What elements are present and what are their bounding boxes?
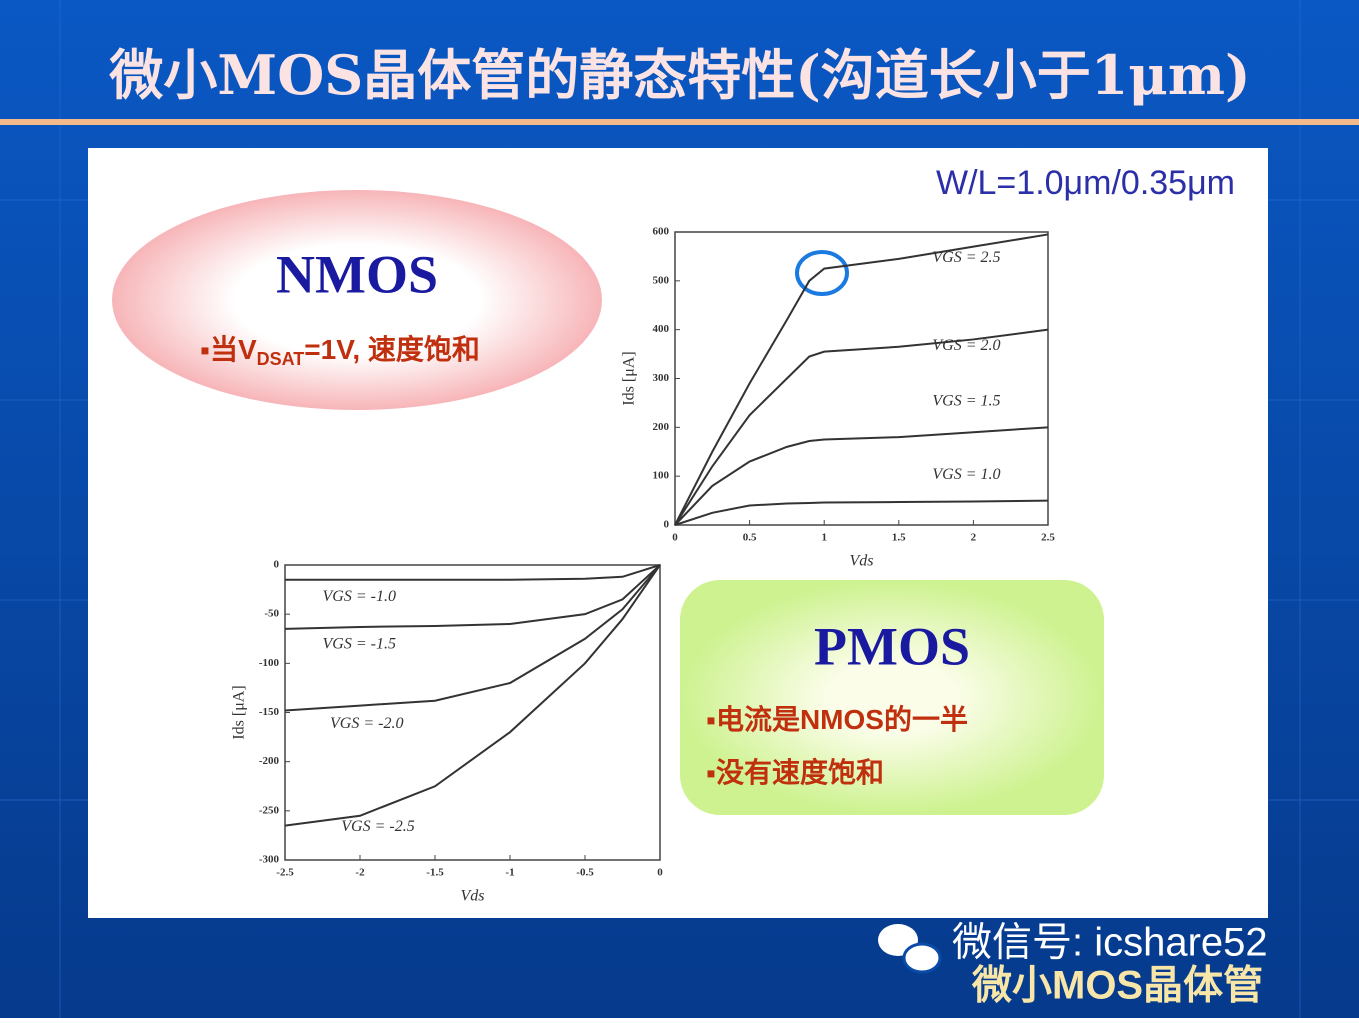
series-label: VGS = -2.5 [341,818,414,835]
y-tick-label: 400 [653,323,670,335]
y-tick-label: -300 [259,854,280,866]
bullet-text: 没有速度饱和 [716,757,884,788]
series-line [284,564,661,712]
nmos-heading: NMOS [276,244,438,304]
y-tick-label: -100 [259,657,280,669]
y-tick-label: -150 [259,706,280,718]
y-tick-label: 300 [653,372,670,384]
bullet-text: 电流是NMOS的一半 [716,703,968,735]
x-axis-label: Vds [461,888,485,905]
x-tick-label: -1.5 [426,867,444,879]
y-tick-label: 0 [274,559,280,571]
x-tick-label: 2.5 [1041,532,1055,544]
y-tick-label: 100 [653,470,670,482]
x-tick-label: 0.5 [743,532,757,544]
nmos-bullet: ▪当VDSAT=1V, 速度饱和 [200,334,480,368]
y-tick-label: 0 [664,519,670,531]
y-tick-label: -200 [259,755,280,767]
x-tick-label: -0.5 [576,867,594,879]
series-line [285,564,661,581]
y-axis-label: Ids [μA] [621,351,638,405]
y-tick-label: 600 [653,226,670,238]
watermark-id: 微信号: icshare52 [952,921,1268,965]
watermark-name: 微小MOS晶体管 [971,964,1263,1008]
series-label: VGS = -2.0 [330,715,403,732]
series-line [674,328,1049,526]
series-label: VGS = -1.5 [323,635,396,652]
series-line [284,564,661,827]
y-tick-label: 200 [653,421,670,433]
ratio-label: W/L=1.0μm/0.35μm [936,164,1235,202]
bullet-post: =1V, 速度饱和 [304,334,480,365]
y-tick-label: -50 [264,608,279,620]
series-label: VGS = 2.0 [932,337,1000,354]
x-tick-label: 0 [672,532,678,544]
x-tick-label: 2 [971,532,977,544]
series-line [674,233,1049,526]
series-line [674,499,1049,526]
x-tick-label: 1 [821,532,827,544]
x-axis-label: Vds [850,553,874,570]
nmos-bubble [112,190,602,410]
bullet-pre: 当V [210,334,257,365]
x-tick-label: 0 [657,867,663,879]
x-tick-label: -2 [355,867,365,879]
chart: 0 0.5 1 1.5 2 2.5 0 100 200 300 400 500 600 Vds Ids [μ… [621,226,1056,570]
pmos-heading: PMOS [814,616,970,676]
series-label: VGS = 2.5 [932,249,1000,266]
y-tick-label: 500 [653,274,670,286]
chart: -2.5 -2 -1.5 -1 -0.5 0 -300 -250 -200 -150 -100 -50… [231,559,664,905]
wechat-icon [878,924,942,974]
bullet-sub: DSAT [257,349,305,369]
pmos-bullet: ▪没有速度饱和 [706,757,884,788]
x-tick-label: -1 [505,867,514,879]
title-rule [0,119,1359,125]
y-tick-label: -250 [259,804,280,816]
saturation-highlight [795,250,849,296]
series-label: VGS = 1.0 [932,466,1000,483]
slide-title: 微小MOS晶体管的静态特性(沟道长小于1μm) [108,43,1250,107]
series-label: VGS = 1.5 [932,393,1000,410]
pmos-bubble [680,580,1104,815]
series-line [284,564,661,630]
series-line [674,426,1049,526]
x-tick-label: -2.5 [276,867,294,879]
pmos-bullet: ▪电流是NMOS的一半 [706,703,968,735]
x-tick-label: 1.5 [892,532,906,544]
y-axis-label: Ids [μA] [231,685,248,739]
series-label: VGS = -1.0 [323,588,396,605]
